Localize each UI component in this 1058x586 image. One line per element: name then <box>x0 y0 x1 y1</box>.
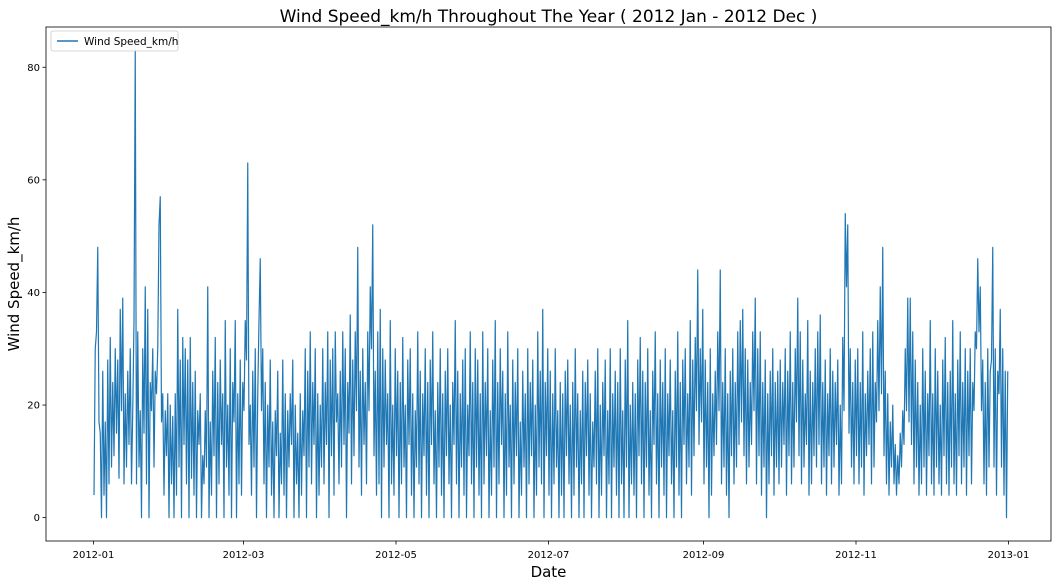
y-axis: 0 20 40 60 80 <box>27 63 46 524</box>
x-tick-label: 2013-01 <box>988 550 1030 561</box>
x-tick-label: 2012-03 <box>223 550 265 561</box>
y-axis-label: Wind Speed_km/h <box>5 217 24 352</box>
legend-box <box>50 30 179 52</box>
plot-area <box>46 27 1051 541</box>
legend: Wind Speed_km/h <box>50 30 179 52</box>
legend-label-wind-speed: Wind Speed_km/h <box>84 36 178 48</box>
y-tick-label: 80 <box>27 63 40 74</box>
x-axis: 2012-01 2012-03 2012-05 2012-07 2012-09 2012-… <box>73 541 1030 561</box>
x-axis-label: Date <box>531 563 567 581</box>
y-tick-label: 40 <box>27 288 40 299</box>
series-line-wind-speed <box>93 49 1009 519</box>
x-tick-label: 2012-05 <box>375 550 417 561</box>
y-tick-label: 20 <box>27 401 40 412</box>
x-tick-label: 2012-11 <box>835 550 877 561</box>
y-tick-label: 60 <box>27 175 40 186</box>
x-tick-label: 2012-01 <box>73 550 115 561</box>
axes-frame <box>45 26 1052 542</box>
y-tick-label: 0 <box>34 513 40 524</box>
chart-title: Wind Speed_km/h Throughout The Year ( 20… <box>280 7 818 27</box>
x-tick-label: 2012-07 <box>528 550 570 561</box>
x-tick-label: 2012-09 <box>683 550 725 561</box>
